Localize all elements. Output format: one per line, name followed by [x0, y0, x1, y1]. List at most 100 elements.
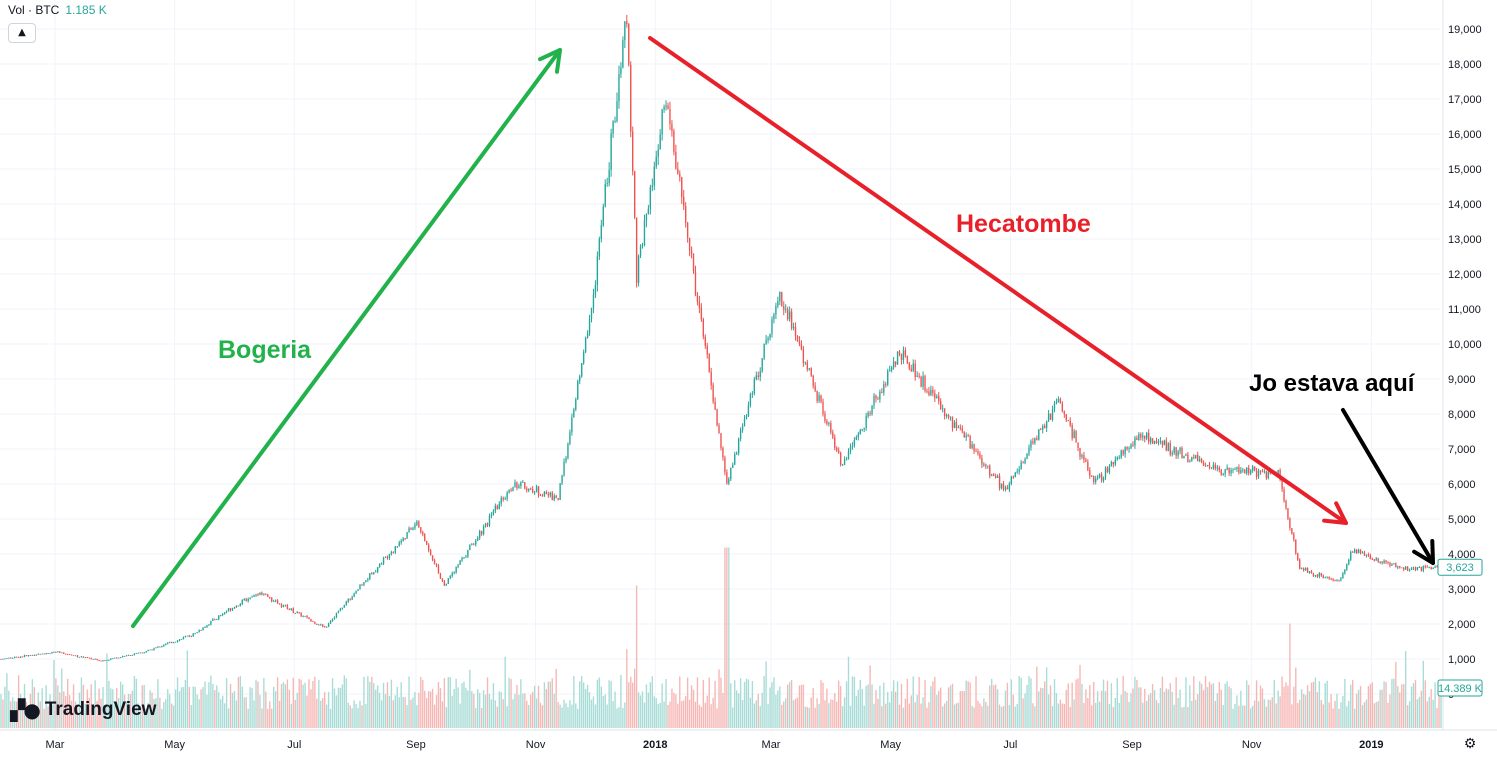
- volume-bar: [1100, 690, 1103, 728]
- volume-bar: [304, 682, 306, 728]
- volume-bar: [624, 702, 626, 728]
- candle-body: [663, 107, 665, 110]
- volume-bar: [977, 700, 979, 728]
- volume-bar: [59, 692, 61, 728]
- candle-body: [274, 600, 277, 602]
- volume-bar: [1028, 676, 1030, 728]
- time-tick-label: Sep: [1122, 739, 1142, 751]
- volume-bar: [1434, 682, 1436, 728]
- volume-bar: [206, 694, 208, 728]
- volume-bar: [477, 689, 479, 728]
- candle-body: [186, 635, 189, 637]
- volume-bar: [1020, 677, 1022, 728]
- volume-bar: [930, 686, 932, 728]
- volume-bar: [657, 704, 659, 728]
- candle-body: [1177, 451, 1179, 456]
- candle-body: [918, 375, 920, 377]
- candle-body: [1016, 471, 1018, 473]
- volume-bar: [759, 706, 761, 728]
- volume-bar: [1126, 692, 1128, 728]
- candle-body: [524, 482, 526, 489]
- volume-bar: [753, 703, 756, 728]
- volume-bar: [553, 693, 555, 728]
- volume-bar: [498, 691, 500, 728]
- candle-body: [172, 642, 175, 644]
- volume-bar: [1242, 705, 1244, 728]
- volume-bar: [1144, 688, 1146, 728]
- candle-body: [265, 594, 267, 596]
- volume-bar: [504, 656, 506, 728]
- volume-bar: [10, 701, 12, 728]
- volume-bar: [828, 703, 830, 728]
- candle-body: [1032, 441, 1034, 444]
- candle-body: [23, 655, 26, 657]
- volume-bar: [186, 650, 189, 728]
- volume-bar: [1371, 682, 1374, 728]
- gear-icon[interactable]: ⚙: [1463, 736, 1477, 752]
- volume-bar: [23, 684, 26, 728]
- candle-body: [76, 655, 79, 658]
- volume-bar: [1375, 702, 1377, 728]
- candle-body: [94, 658, 96, 660]
- candle-body: [816, 390, 818, 401]
- volume-bar: [1253, 700, 1256, 728]
- volume-bar: [14, 701, 16, 728]
- volume-bar: [949, 685, 952, 728]
- volume-bar: [991, 678, 993, 728]
- candle-body: [1047, 413, 1050, 422]
- volume-bar: [1173, 704, 1175, 728]
- price-tick-label: 10,000: [1448, 339, 1482, 351]
- time-tick-label: Nov: [526, 739, 546, 751]
- candle-body: [1399, 566, 1401, 568]
- volume-bar: [98, 688, 100, 728]
- volume-bar: [686, 677, 689, 728]
- volume-bar: [1087, 698, 1089, 728]
- volume-bar: [100, 698, 102, 728]
- candle-body: [27, 655, 30, 657]
- candle-body: [871, 405, 873, 414]
- price-tick-label: 18,000: [1448, 59, 1482, 71]
- candle-body: [945, 415, 948, 416]
- volume-bar: [1246, 680, 1248, 728]
- volume-bar: [1089, 685, 1091, 728]
- candle-body: [1344, 569, 1346, 574]
- candle-body: [1134, 437, 1136, 446]
- candle-body: [1020, 462, 1022, 470]
- candle-body: [157, 646, 159, 648]
- candle-body: [694, 271, 697, 295]
- volume-bar: [443, 678, 446, 728]
- volume-bar: [975, 676, 977, 728]
- volume-bar: [812, 688, 814, 728]
- volume-bar: [282, 682, 285, 728]
- candle-body: [137, 652, 139, 654]
- volume-bar: [965, 680, 967, 728]
- volume-bar: [1249, 708, 1252, 728]
- candle-body: [867, 413, 869, 417]
- candle-body: [182, 637, 185, 640]
- candle-body: [1302, 568, 1305, 571]
- volume-bar: [1106, 680, 1109, 728]
- candle-body: [1389, 562, 1391, 566]
- volume-bar: [500, 692, 502, 728]
- candle-body: [257, 594, 259, 596]
- price-tick-label: 11,000: [1448, 304, 1481, 316]
- candle-body: [1379, 561, 1381, 563]
- candle-body: [1198, 459, 1201, 462]
- candle-body: [1144, 435, 1146, 439]
- candle-body: [351, 596, 353, 600]
- candle-body: [590, 308, 593, 319]
- candle-body: [261, 592, 263, 595]
- candle-body: [308, 617, 310, 620]
- volume-bar: [426, 698, 428, 728]
- candle-body: [1116, 457, 1118, 460]
- volume-bar: [129, 694, 132, 728]
- chevron-up-icon[interactable]: ▲: [8, 23, 36, 43]
- volume-bar: [357, 707, 359, 728]
- volume-bar: [1177, 698, 1179, 728]
- volume-bar: [108, 680, 110, 728]
- volume-bar: [1359, 686, 1362, 728]
- candle-body: [1165, 440, 1168, 451]
- candle-body: [1212, 464, 1215, 469]
- volume-bar: [732, 707, 734, 728]
